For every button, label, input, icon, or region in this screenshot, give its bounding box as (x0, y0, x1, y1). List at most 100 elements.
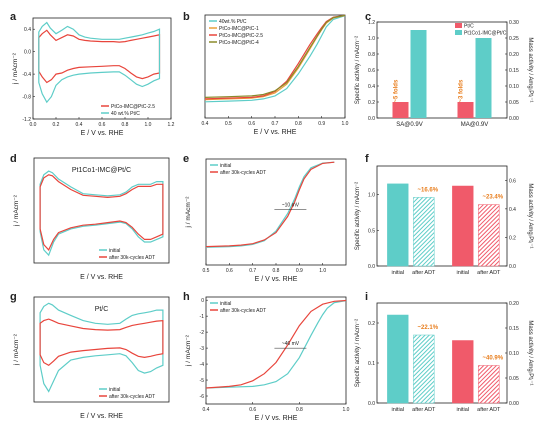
y-tick-label: -0.8 (22, 95, 31, 101)
x-tick-label: 1.0 (342, 121, 349, 127)
bar-pink-hatch (478, 204, 500, 267)
y2-axis-label: Mass activity / Amg₍Pt₎⁻¹ (527, 183, 533, 248)
y-tick-label: 0.4 (24, 27, 31, 33)
x-tick-label: 0.8 (296, 407, 303, 413)
y-axis-label: j / mAcm⁻² (13, 333, 20, 366)
y2-tick-label: 0.20 (509, 52, 519, 58)
legend-label: Pt/C (464, 24, 474, 30)
bar-pink (392, 102, 409, 118)
y-tick-label: 1.0 (368, 36, 375, 42)
y-tick-label: 0.0 (368, 264, 375, 270)
panel-d: d E / V vs. RHE j / mAcm⁻² Pt1Co1-IMC@Pt/C i… (10, 153, 170, 281)
category-label: initial (457, 270, 470, 276)
legend-label: Pt1Co1-IMC@Pt/C (464, 31, 507, 37)
series-line-red (39, 318, 164, 367)
series-line-red (204, 14, 346, 100)
bar-pink-hatch (478, 365, 500, 404)
fold-annotation: ~3 folds (459, 79, 465, 103)
annotation-label: ~10 mV (282, 203, 300, 209)
series-line-red (205, 161, 335, 248)
panel-letter: f (365, 153, 369, 165)
y2-tick-label: 0.6 (509, 178, 516, 184)
legend-label: initial (109, 387, 120, 393)
panel-h: h 0.4 0.6 0.8 1.0 -6 -5 -4 -3 -2 -1 0 E / V vs. RHE j… (183, 291, 350, 422)
series-line-cyan (39, 302, 164, 393)
x-axis-label: E / V vs. RHE (255, 276, 298, 283)
x-tick-label: 0.9 (318, 121, 325, 127)
x-tick-label: 0.4 (202, 121, 209, 127)
y-tick-label: 1.0 (368, 193, 375, 199)
panel-letter: d (10, 153, 17, 165)
y-axis-label: j / mAcm⁻² (13, 194, 20, 227)
y2-axis-label: Mass activity / Amg₍Pt₎⁻¹ (527, 37, 533, 102)
y2-tick-label: 0.20 (509, 301, 519, 307)
y2-tick-label: 0.10 (509, 351, 519, 357)
category-label: after ADT (412, 407, 436, 413)
x-tick-label: 0.8 (295, 121, 302, 127)
category-label: after ADT (477, 270, 501, 276)
decline-annotation: ~16.6% (418, 187, 439, 193)
panels-root: a 0.0 0.2 0.4 0.6 0.8 1.0 1.2 -1.2 -0.8 -0.4 0.0 0.4… (10, 11, 533, 422)
x-tick-label: 0.8 (273, 268, 280, 274)
series-line-cyan (204, 15, 346, 103)
bar-cyan-hatch (413, 334, 435, 404)
y-tick-label: 0.1 (368, 361, 375, 367)
panel-letter: e (183, 153, 189, 165)
x-tick-label: 0.6 (226, 268, 233, 274)
bar-pink (452, 185, 474, 267)
y-tick-label: -1 (200, 314, 205, 320)
y-tick-label: -3 (200, 346, 205, 352)
y2-tick-label: 0.05 (509, 100, 519, 106)
bar-cyan (475, 38, 492, 118)
bar-pink (457, 102, 474, 118)
y2-tick-label: 0.30 (509, 20, 519, 26)
x-tick-label: 0.8 (122, 122, 129, 128)
decline-annotation: ~40.9% (483, 356, 504, 362)
panel-letter: i (365, 291, 368, 303)
x-axis-label: E / V vs. RHE (80, 413, 123, 420)
fold-annotation: ~5 folds (394, 79, 400, 103)
y-axis-label: j / mAcm⁻² (185, 334, 192, 367)
panel-e: e 0.5 0.6 0.7 0.8 0.9 1.0 E / V vs. RHE j / mAcm… (183, 153, 347, 283)
y-tick-label: 0.0 (368, 116, 375, 122)
x-tick-label: 1.0 (319, 268, 326, 274)
series-line-cyan (38, 21, 161, 104)
series-line-cyan (205, 161, 335, 248)
x-axis-label: E / V vs. RHE (255, 415, 298, 422)
decline-annotation: ~23.4% (483, 195, 504, 201)
y2-tick-label: 0.2 (509, 235, 516, 241)
y2-tick-label: 0.05 (509, 376, 519, 382)
y-tick-label: -4 (200, 362, 205, 368)
y-axis-label: j / mAcm⁻² (185, 196, 192, 229)
y2-tick-label: 0.0 (509, 264, 516, 270)
panel-title: Pt1Co1-IMC@Pt/C (72, 167, 131, 174)
series-line-olive (204, 14, 346, 98)
category-label: initial (392, 270, 405, 276)
legend-label: after 30k-cycles ADT (220, 308, 266, 314)
bar-cyan (410, 30, 427, 118)
legend-label: initial (220, 163, 231, 169)
panel-title: Pt/C (95, 306, 109, 313)
x-tick-label: 0.6 (248, 121, 255, 127)
bar-cyan (387, 183, 409, 267)
series-line-cyan (39, 170, 164, 257)
x-tick-label: 0.0 (30, 122, 37, 128)
y-axis-label: Specific activity / mAcm⁻² (355, 182, 361, 250)
y2-axis-label: Mass activity / Amg₍Pt₎⁻¹ (527, 320, 533, 385)
y-tick-label: -2 (200, 330, 205, 336)
panel-letter: b (183, 11, 190, 23)
y-tick-label: 0.5 (368, 228, 375, 234)
y2-tick-label: 0.00 (509, 116, 519, 122)
legend-label: PtCo-IMC@PtC-4 (219, 40, 259, 46)
series-line-red (39, 174, 164, 251)
legend-label: PtCo-IMC@PtC-1 (219, 26, 259, 32)
plot-frame (376, 165, 508, 267)
y-tick-label: -1.2 (22, 117, 31, 123)
legend-label: after 30k-cycles ADT (109, 255, 155, 261)
y2-tick-label: 0.15 (509, 326, 519, 332)
legend-swatch (455, 23, 462, 28)
panel-letter: a (10, 11, 17, 23)
annotation-label: ~46 mV (282, 341, 300, 347)
category-label: MA@0.9V (461, 122, 488, 128)
